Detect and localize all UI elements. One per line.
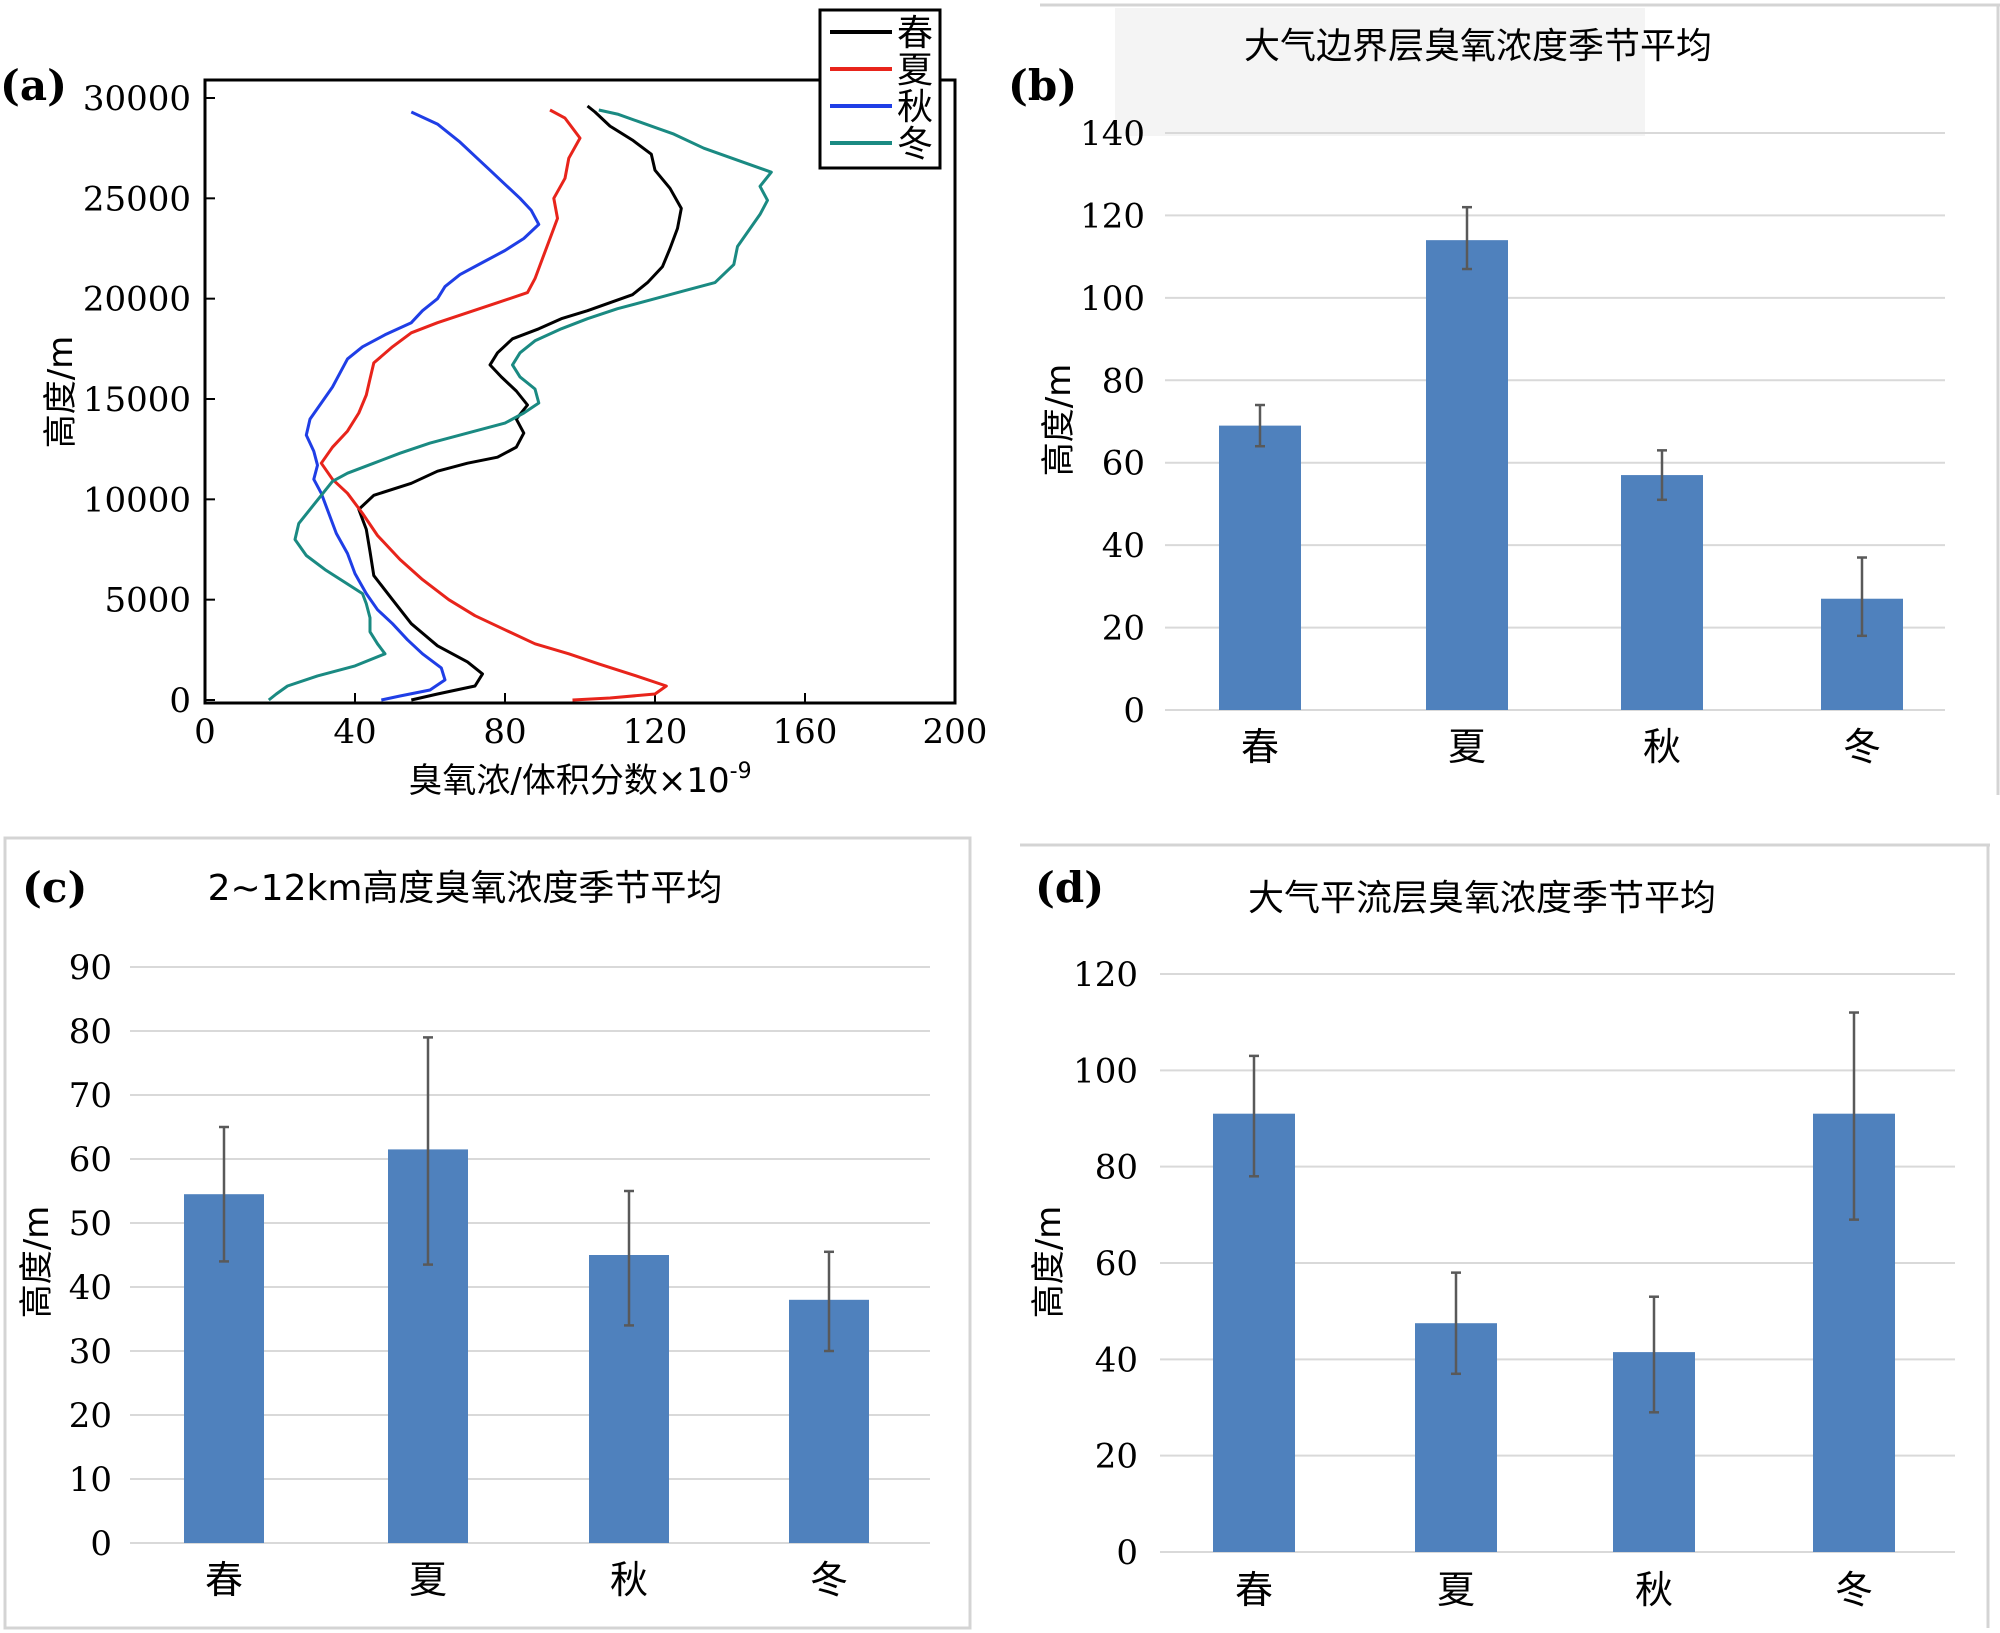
y-tick-label: 40 [1102, 526, 1145, 566]
panel-b-bar-chart: 大气边界层臭氧浓度季节平均 0 20 40 60 80 100 120 140 高度/m 春 夏 秋 冬 [1039, 8, 1945, 769]
panel-c-bar-chart: 2~12km高度臭氧浓度季节平均 0 10 20 30 40 50 60 70 80 90 高度/m 春… [17, 868, 930, 1602]
y-tick-label: 0 [169, 681, 191, 721]
y-axis-title: 高度/m [1039, 364, 1079, 477]
x-category-label-夏: 夏 [1437, 1568, 1475, 1612]
x-category-label-秋: 秋 [1635, 1568, 1673, 1612]
y-tick-label: 0 [1123, 691, 1145, 731]
y-tick-label: 20 [1102, 609, 1145, 649]
panel-c-label: (c) [22, 863, 87, 912]
x-category-label-夏: 夏 [409, 1558, 447, 1602]
x-category-label-夏: 夏 [1448, 725, 1486, 769]
chart-title: 大气边界层臭氧浓度季节平均 [1244, 26, 1712, 67]
panel-b-label: (b) [1008, 61, 1077, 110]
series-line-夏 [319, 108, 668, 702]
chart-title: 大气平流层臭氧浓度季节平均 [1248, 878, 1716, 919]
series-line-春 [357, 104, 683, 702]
legend-label-春: 春 [897, 13, 933, 54]
y-tick-label: 25000 [83, 179, 191, 219]
x-category-label-秋: 秋 [610, 1558, 648, 1602]
y-tick-label: 30000 [83, 79, 191, 119]
y-tick-label: 90 [69, 948, 112, 988]
y-tick-label: 80 [1095, 1148, 1138, 1188]
x-category-label-秋: 秋 [1643, 725, 1681, 769]
y-tick-label: 120 [1073, 955, 1138, 995]
y-tick-label: 0 [1116, 1533, 1138, 1573]
x-category-label-冬: 冬 [810, 1558, 848, 1602]
y-tick-label: 10 [69, 1460, 112, 1500]
legend-label-秋: 秋 [897, 87, 933, 128]
x-tick-label: 0 [194, 712, 216, 752]
legend-label-夏: 夏 [897, 50, 933, 91]
y-tick-label: 10000 [83, 480, 191, 520]
x-tick-label: 120 [623, 712, 688, 752]
y-tick-label: 15000 [83, 380, 191, 420]
y-tick-label: 40 [69, 1268, 112, 1308]
y-tick-label: 60 [1102, 444, 1145, 484]
y-tick-label: 70 [69, 1076, 112, 1116]
x-category-label-冬: 冬 [1835, 1568, 1873, 1612]
chart-title: 2~12km高度臭氧浓度季节平均 [208, 868, 723, 909]
y-tick-label: 20 [1095, 1437, 1138, 1477]
y-tick-label: 50 [69, 1204, 112, 1244]
x-category-label-春: 春 [1235, 1568, 1273, 1612]
panel-a-y-axis-title: 高度/m [41, 336, 81, 449]
y-axis-title: 高度/m [17, 1206, 57, 1319]
title-background [1115, 8, 1645, 136]
y-tick-label: 60 [69, 1140, 112, 1180]
panel-c-frame [3, 836, 972, 1630]
panel-a-line-chart: (a) 0 40 80 120 160 200 0 5000 10000 15000 20000 25… [0, 8, 988, 801]
x-category-label-春: 春 [205, 1558, 243, 1602]
series-line-秋 [304, 110, 541, 702]
x-tick-label: 200 [923, 712, 988, 752]
x-tick-label: 160 [773, 712, 838, 752]
legend-label-冬: 冬 [897, 124, 933, 165]
panel-a-x-axis-title: 臭氧浓/体积分数×10-9 [408, 759, 751, 801]
x-tick-label: 80 [483, 712, 526, 752]
bar-夏 [1426, 240, 1508, 710]
y-tick-label: 20000 [83, 280, 191, 320]
panel-a-series-lines [267, 104, 773, 702]
bar-春 [1213, 1113, 1295, 1552]
y-tick-label: 60 [1095, 1244, 1138, 1284]
y-tick-label: 40 [1095, 1340, 1138, 1380]
y-tick-label: 30 [69, 1332, 112, 1372]
y-axis-title: 高度/m [1029, 1206, 1069, 1319]
y-tick-label: 100 [1073, 1051, 1138, 1091]
y-tick-label: 120 [1080, 196, 1145, 236]
y-tick-label: 5000 [104, 581, 191, 621]
y-tick-label: 100 [1080, 279, 1145, 319]
x-category-label-春: 春 [1241, 725, 1279, 769]
bar-春 [1219, 425, 1301, 710]
panel-a-ticks: 0 40 80 120 160 200 0 5000 10000 15000 20000 25000 3… [83, 79, 988, 752]
panel-a-label: (a) [0, 61, 67, 110]
panel-a-plot-frame [203, 78, 957, 705]
y-tick-label: 0 [90, 1524, 112, 1564]
bar-秋 [1621, 475, 1703, 710]
y-tick-label: 80 [69, 1012, 112, 1052]
y-tick-label: 140 [1080, 114, 1145, 154]
x-category-label-冬: 冬 [1843, 725, 1881, 769]
panel-d-bar-chart: 大气平流层臭氧浓度季节平均 0 20 40 60 80 100 120 高度/m 春 夏 秋 冬 [1029, 878, 1955, 1612]
panel-d-label: (d) [1035, 863, 1104, 912]
series-line-冬 [267, 108, 773, 702]
y-tick-label: 80 [1102, 361, 1145, 401]
y-tick-label: 20 [69, 1396, 112, 1436]
x-tick-label: 40 [333, 712, 376, 752]
